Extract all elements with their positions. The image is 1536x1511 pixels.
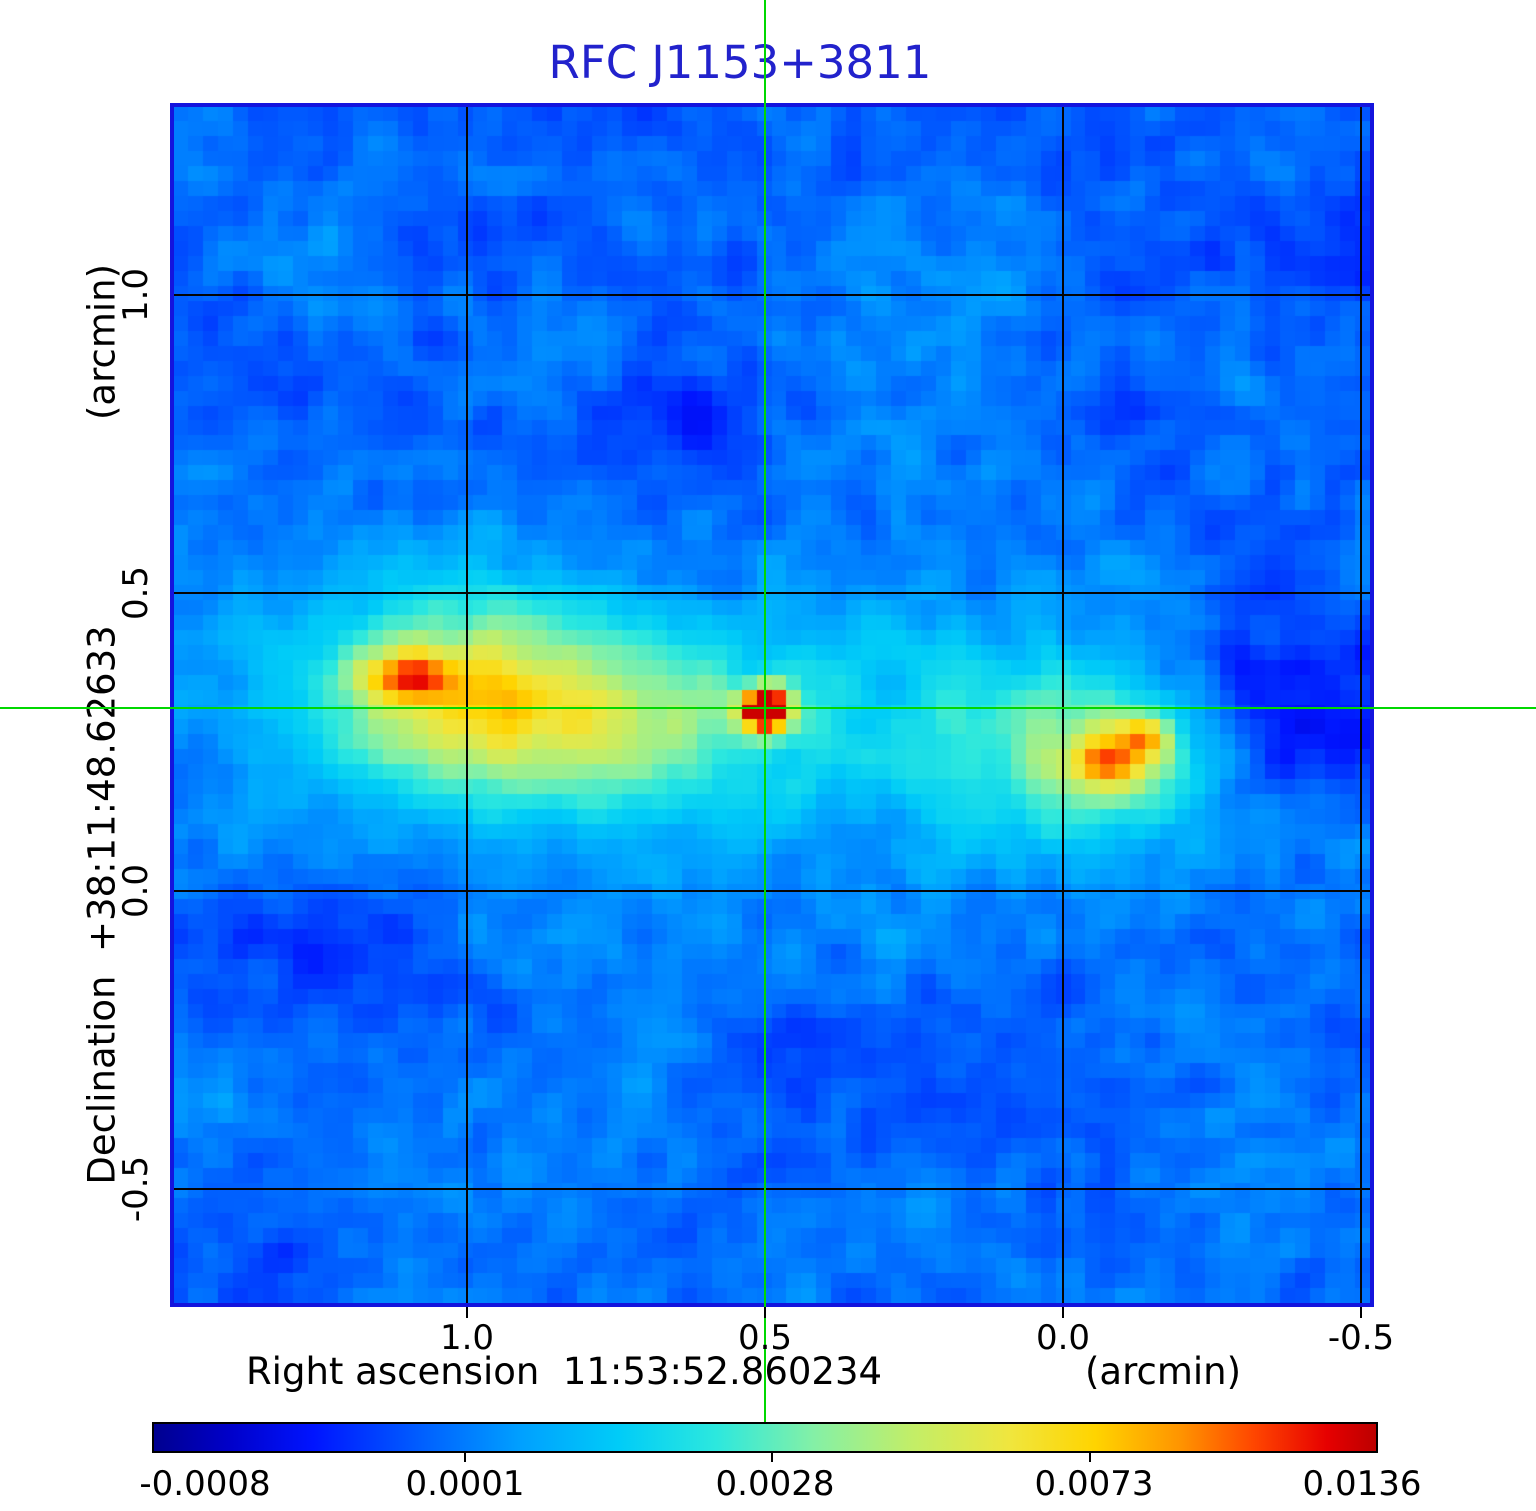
x-tick-label: 0.0 [1035, 1318, 1091, 1358]
crosshair-horizontal-line [0, 707, 1536, 709]
colorbar-tick-label: 0.0001 [405, 1464, 525, 1504]
x-axis-title: Right ascension 11:53:52.860234 [245, 1350, 883, 1393]
colorbar-tick-mark [1089, 1453, 1091, 1462]
colorbar-gradient [154, 1424, 1376, 1451]
colorbar-tick-label: 0.0028 [715, 1464, 835, 1504]
grid-line-horizontal [174, 1188, 1370, 1190]
grid-line-vertical [466, 107, 468, 1303]
x-tick-label: 0.5 [737, 1318, 793, 1358]
x-axis-tick-mark [1062, 1307, 1064, 1318]
sky-map-plot [170, 103, 1374, 1307]
x-axis-tick-mark [466, 1307, 468, 1318]
y-tick-label: 0.0 [116, 863, 156, 919]
crosshair-vertical-line [764, 0, 766, 1422]
page-title: RFC J1153+3811 [548, 36, 932, 89]
colorbar [152, 1422, 1378, 1453]
grid-line-vertical [1360, 107, 1362, 1303]
radio-map-canvas [174, 107, 1370, 1303]
grid-line-vertical [1062, 107, 1064, 1303]
colorbar-tick-mark [464, 1453, 466, 1462]
colorbar-tick-label: -0.0008 [139, 1464, 271, 1504]
colorbar-tick-label: 0.0073 [1034, 1464, 1154, 1504]
x-tick-label: 1.0 [439, 1318, 495, 1358]
grid-line-horizontal [174, 890, 1370, 892]
x-axis-tick-mark [1360, 1307, 1362, 1318]
colorbar-tick-mark [771, 1453, 773, 1462]
colorbar-tick-label: 0.0136 [1302, 1464, 1422, 1504]
x-axis-unit-label: (arcmin) [1084, 1350, 1242, 1393]
x-tick-label: -0.5 [1327, 1318, 1395, 1358]
grid-line-horizontal [174, 294, 1370, 296]
y-tick-label: -0.5 [116, 1155, 156, 1223]
grid-line-horizontal [174, 592, 1370, 594]
y-tick-label: 1.0 [116, 267, 156, 323]
y-tick-label: 0.5 [116, 565, 156, 621]
x-axis-tick-mark [764, 1307, 766, 1318]
